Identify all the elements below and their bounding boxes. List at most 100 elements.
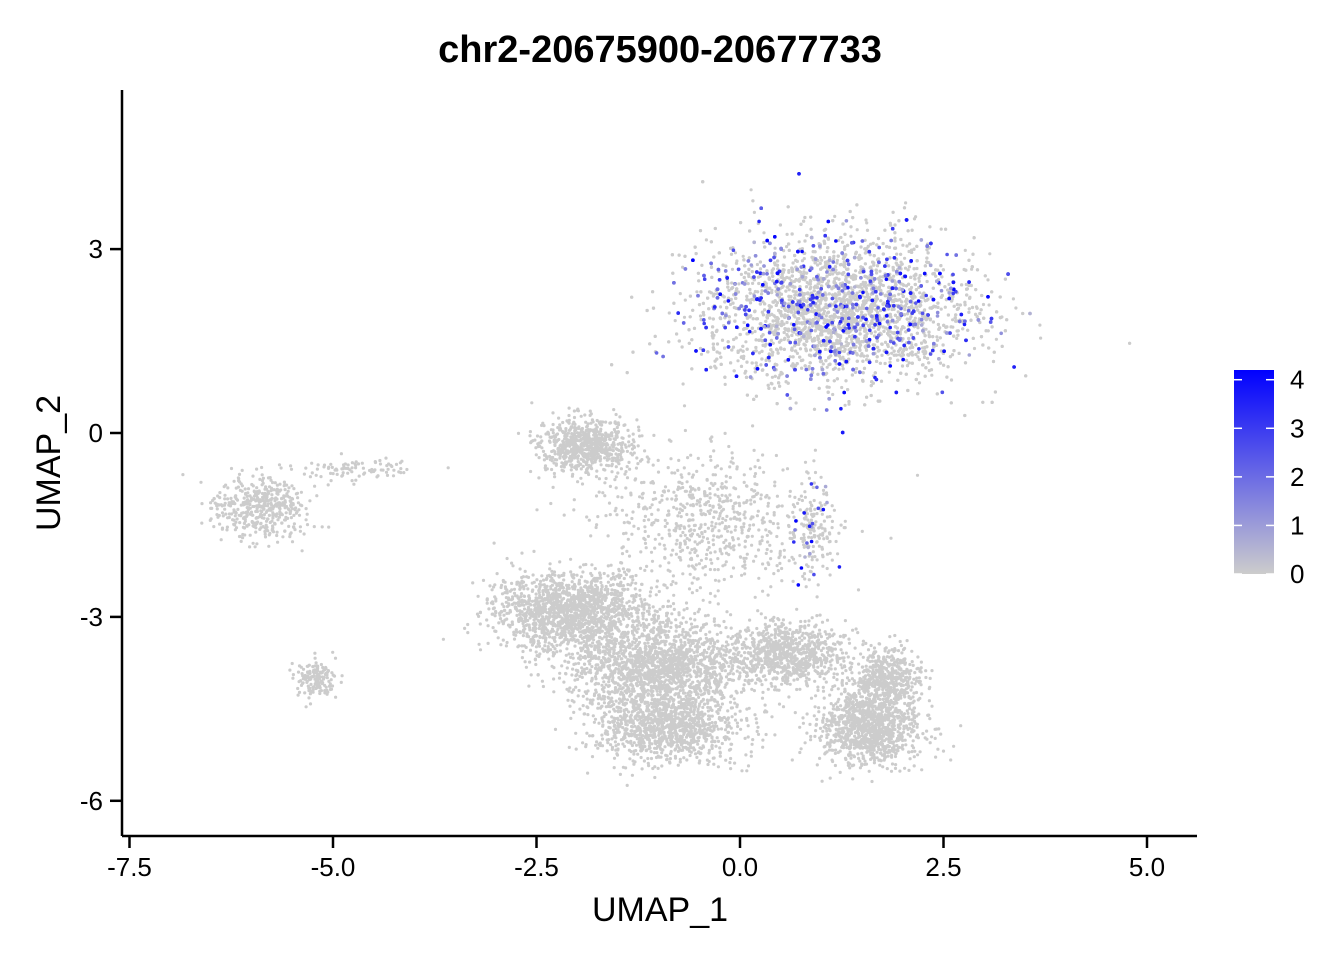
- scatter-point: [594, 448, 598, 452]
- scatter-point: [778, 311, 782, 315]
- scatter-point: [765, 373, 769, 377]
- scatter-point: [767, 276, 771, 280]
- scatter-point: [831, 285, 835, 289]
- scatter-point: [995, 310, 999, 314]
- scatter-point: [925, 356, 930, 361]
- scatter-point: [732, 337, 736, 342]
- scatter-point: [603, 456, 607, 460]
- scatter-point: [971, 252, 975, 256]
- scatter-point: [805, 339, 809, 343]
- scatter-point: [832, 250, 836, 254]
- scatter-point: [608, 437, 612, 441]
- scatter-point: [882, 329, 886, 333]
- scatter-point: [832, 379, 836, 383]
- scatter-point: [731, 301, 735, 305]
- scatter-point: [879, 379, 884, 383]
- scatter-point: [859, 265, 863, 269]
- scatter-point: [842, 271, 846, 275]
- scatter-point: [881, 252, 885, 256]
- scatter-point: [598, 429, 603, 433]
- scatter-point: [811, 339, 815, 343]
- scatter-point: [581, 458, 585, 462]
- scatter-point: [750, 361, 754, 365]
- scatter-point: [957, 351, 961, 355]
- scatter-point: [777, 376, 781, 380]
- scatter-point: [961, 327, 965, 331]
- scatter-point: [735, 287, 739, 291]
- scatter-point: [921, 363, 925, 367]
- scatter-point: [866, 296, 871, 300]
- scatter-point: [739, 348, 743, 352]
- scatter-point: [726, 340, 730, 344]
- scatter-point: [864, 218, 868, 222]
- scatter-point: [846, 243, 850, 247]
- scatter-point: [916, 372, 920, 376]
- scatter-point: [881, 325, 885, 329]
- scatter-point: [631, 432, 635, 436]
- scatter-point: [849, 276, 854, 280]
- scatter-point: [951, 294, 955, 299]
- scatter-point: [808, 361, 812, 365]
- scatter-point: [559, 465, 564, 469]
- scatter-point: [617, 452, 621, 457]
- scatter-point: [888, 360, 892, 364]
- scatter-point: [902, 347, 906, 351]
- scatter-point: [627, 434, 631, 438]
- scatter-point: [893, 246, 898, 250]
- scatter-point: [860, 352, 864, 356]
- scatter-point: [730, 348, 734, 352]
- scatter-point: [767, 304, 771, 308]
- scatter-point: [786, 309, 790, 314]
- scatter-point: [564, 427, 568, 431]
- scatter-point: [771, 319, 775, 323]
- scatter-point: [787, 269, 791, 273]
- scatter-point: [763, 245, 767, 249]
- scatter-point: [750, 297, 754, 302]
- scatter-point: [877, 257, 881, 261]
- scatter-point: [645, 308, 649, 313]
- scatter-point: [816, 263, 820, 267]
- scatter-point: [967, 310, 971, 314]
- scatter-point: [610, 443, 614, 447]
- scatter-point: [588, 428, 593, 432]
- scatter-point: [835, 293, 839, 297]
- scatter-point: [736, 349, 740, 353]
- scatter-point: [779, 323, 784, 328]
- scatter-point: [723, 375, 727, 379]
- scatter-point: [614, 452, 618, 456]
- scatter-point: [899, 237, 903, 242]
- scatter-point: [926, 251, 930, 255]
- scatter-point: [927, 330, 931, 334]
- scatter-point: [884, 261, 888, 265]
- scatter-point: [877, 285, 882, 289]
- scatter-point: [823, 305, 827, 309]
- scatter-point: [529, 441, 533, 445]
- scatter-point: [870, 319, 874, 323]
- scatter-point: [898, 298, 902, 302]
- scatter-point: [767, 359, 772, 363]
- scatter-point: [563, 437, 567, 441]
- scatter-point: [968, 296, 972, 300]
- scatter-point: [879, 318, 883, 322]
- scatter-point: [875, 359, 879, 363]
- scatter-point: [951, 318, 955, 322]
- scatter-point: [816, 282, 820, 286]
- scatter-point: [916, 350, 921, 354]
- scatter-point: [872, 254, 876, 258]
- scatter-point: [697, 303, 702, 307]
- scatter-point: [841, 367, 845, 371]
- scatter-point: [986, 329, 990, 333]
- scatter-point: [858, 270, 862, 275]
- scatter-point: [544, 454, 549, 459]
- scatter-point: [794, 401, 798, 405]
- scatter-point: [587, 431, 591, 435]
- scatter-point: [579, 443, 583, 447]
- scatter-point: [677, 339, 681, 343]
- scatter-point: [576, 409, 581, 413]
- scatter-point: [537, 456, 541, 460]
- scatter-point: [797, 342, 801, 346]
- scatter-point: [847, 400, 851, 404]
- scatter-point: [771, 350, 775, 354]
- scatter-point: [576, 464, 581, 468]
- scatter-point: [745, 360, 749, 364]
